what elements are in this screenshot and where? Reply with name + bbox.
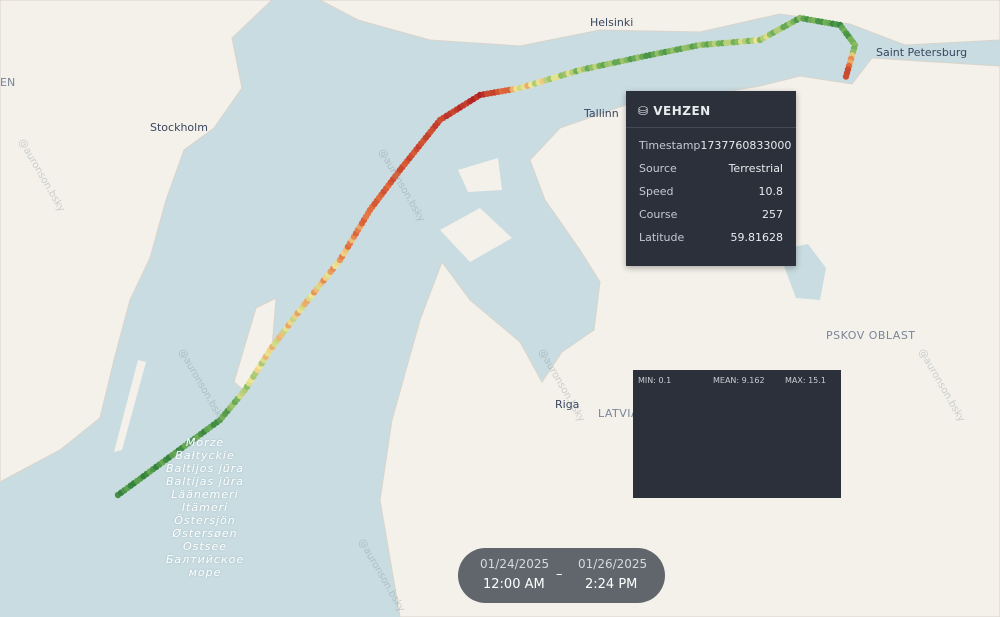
sea-label-line: Østersøen <box>172 527 238 540</box>
place-label: Stockholm <box>150 121 208 134</box>
vessel-track <box>114 14 859 499</box>
region-label: LATVIA <box>598 407 640 420</box>
row-key: Speed <box>639 185 674 198</box>
start-time[interactable]: 12:00 AM <box>483 577 545 592</box>
tooltip-row: Latitude 59.81628 <box>626 226 796 249</box>
row-value: 59.81628 <box>730 231 784 244</box>
vessel-name: VEHZEN <box>653 104 711 118</box>
sea-label-line: Ostsee <box>183 540 227 553</box>
speed-histogram: MIN: 0.1 MEAN: 9.162 MAX: 15.1 <box>633 370 841 498</box>
start-date[interactable]: 01/24/2025 <box>480 557 550 571</box>
row-value: 10.8 <box>758 185 784 198</box>
hist-min: MIN: 0.1 <box>638 376 672 385</box>
sea-label-line: Bałtyckie <box>175 449 235 462</box>
tooltip-row: Timestamp 1737760833000 <box>626 134 796 157</box>
vessel-tooltip: ⛁ VEHZEN Timestamp 1737760833000 Source Ter… <box>626 91 796 266</box>
row-key: Latitude <box>639 231 685 244</box>
tooltip-title: ⛁ VEHZEN <box>626 91 796 128</box>
sea-label-line: Балтийское <box>165 553 245 566</box>
hist-max: MAX: 15.1 <box>785 376 826 385</box>
row-value: Terrestrial <box>728 162 783 175</box>
tooltip-row: Source Terrestrial <box>626 157 796 180</box>
place-label: EN <box>0 76 16 89</box>
track-point <box>842 73 850 80</box>
sea-label-line: Östersjön <box>174 514 236 527</box>
place-label: Helsinki <box>590 16 634 29</box>
land-sweden <box>0 0 273 483</box>
hist-mean: MEAN: 9.162 <box>713 376 765 385</box>
end-date[interactable]: 01/26/2025 <box>578 557 648 571</box>
sea-label: Morze Bałtyckie Baltijos jūra Baltijas jūra… <box>150 436 260 579</box>
end-time[interactable]: 2:24 PM <box>585 577 638 592</box>
row-key: Timestamp <box>639 139 701 152</box>
land-oland <box>114 360 146 452</box>
region-label: PSKOV OBLAST <box>826 329 916 342</box>
sea-label-line: Itämeri <box>181 501 229 514</box>
place-label: Tallinn <box>584 107 619 120</box>
tooltip-row: Course 257 <box>626 203 796 226</box>
range-separator: – <box>556 567 563 582</box>
land-finland <box>319 0 1000 47</box>
land-hiiumaa <box>458 158 502 192</box>
land-baltics-russia <box>379 57 1000 617</box>
place-label: Saint Petersburg <box>876 46 968 59</box>
row-value: 257 <box>762 208 783 221</box>
sea-label-line: Morze <box>185 436 225 449</box>
time-range-control[interactable]: 01/24/2025 12:00 AM – 01/26/2025 2:24 PM <box>458 548 665 603</box>
place-label: Riga <box>555 398 580 411</box>
sea-label-line: Baltijos jūra <box>165 462 245 475</box>
sea-label-line: Läänemeri <box>171 488 239 501</box>
land-saaremaa <box>440 208 512 262</box>
sea-label-line: море <box>188 566 222 579</box>
row-key: Course <box>639 208 678 221</box>
row-key: Source <box>639 162 677 175</box>
sea-label-line: Baltijas jūra <box>165 475 245 488</box>
tooltip-row: Speed 10.8 <box>626 180 796 203</box>
row-value: 1737760833000 <box>700 139 792 152</box>
tooltip-rows: Timestamp 1737760833000 Source Terrestrial S… <box>626 128 796 249</box>
